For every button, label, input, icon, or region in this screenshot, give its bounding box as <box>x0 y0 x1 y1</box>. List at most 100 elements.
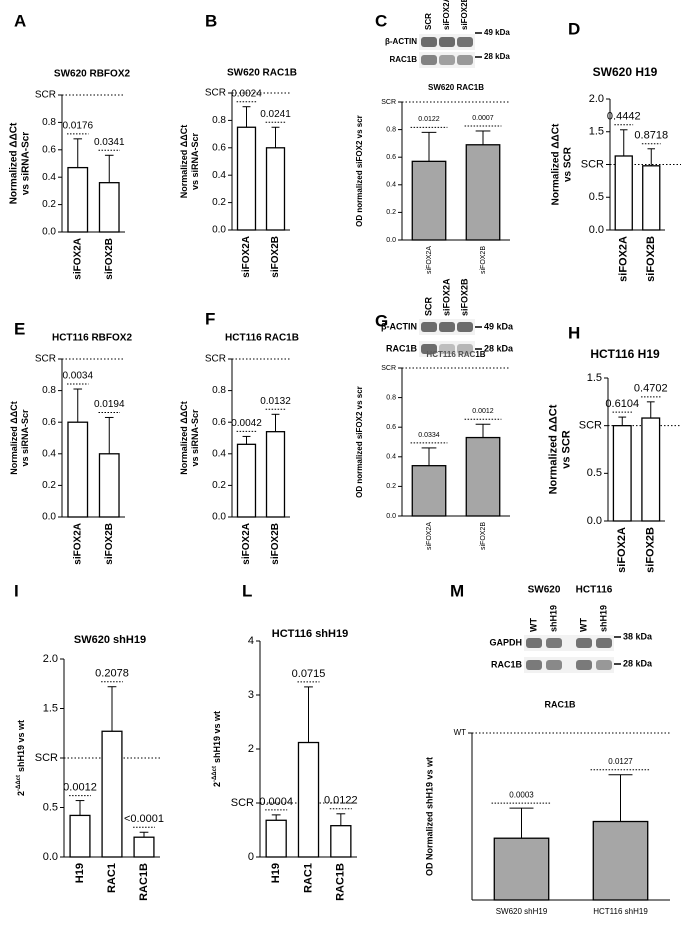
bar <box>411 160 447 241</box>
y-tick-label: 0.5 <box>43 801 58 813</box>
y-axis-label: vs siRNA-Scr <box>20 409 30 467</box>
y-tick-label: 2.0 <box>43 653 58 665</box>
y-tick-label: SCR <box>35 354 56 365</box>
y-tick-label: 0.0 <box>43 851 58 863</box>
chart-title: HCT116 RAC1B <box>225 333 299 344</box>
bar <box>265 431 286 518</box>
y-label-base: 2 <box>16 791 26 796</box>
bar <box>465 436 501 517</box>
y-label-sup: -ΔΔct <box>16 775 22 791</box>
p-value: 0.0334 <box>418 432 440 439</box>
panel-letter: B <box>205 11 217 30</box>
bar <box>493 837 550 901</box>
chart-title: SW620 RAC1B <box>227 68 297 79</box>
blot-band <box>421 37 437 47</box>
panel-letter: G <box>375 311 388 330</box>
chart-title: SW620 shH19 <box>74 634 146 646</box>
y-axis-label: Normalized ΔΔCt <box>9 401 19 474</box>
y-tick-label: 0.4 <box>212 448 226 459</box>
size-marker: 49 kDa <box>484 321 514 331</box>
blot-band <box>596 660 612 670</box>
p-value: 0.0122 <box>418 116 440 123</box>
p-value: 0.0194 <box>94 399 125 410</box>
y-tick-label: 0.5 <box>589 191 604 203</box>
chart-title: HCT116 RBFOX2 <box>52 333 132 344</box>
x-tick-label: siFOX2A <box>72 238 83 280</box>
p-value: 0.4702 <box>634 383 668 395</box>
y-axis-label: Normalized ΔΔCt <box>179 401 189 474</box>
y-tick-label: 0.0 <box>212 512 226 523</box>
blot-background <box>419 34 475 50</box>
y-axis-label: vs SCR <box>560 430 572 469</box>
panel-letter: M <box>450 581 464 600</box>
p-value: 0.0012 <box>63 781 97 793</box>
bar <box>236 126 257 231</box>
y-tick-label: 0.0 <box>212 225 226 236</box>
panel-letter: E <box>14 319 25 338</box>
size-marker: 28 kDa <box>484 52 510 61</box>
y-axis-label: vs siRNA-Scr <box>190 409 200 467</box>
blot-band <box>526 660 542 670</box>
bar <box>330 825 352 858</box>
x-tick-label: HCT116 shH19 <box>593 907 648 916</box>
y-tick-label: 0 <box>248 851 254 863</box>
blot-band <box>526 638 542 648</box>
y-tick-label: 1.5 <box>43 702 58 714</box>
p-value: 0.6104 <box>605 398 639 410</box>
y-tick-label: SCR <box>579 420 602 432</box>
y-tick-label: 0.2 <box>212 197 226 208</box>
y-tick-label: SCR <box>35 752 58 764</box>
x-tick-label: RAC1B <box>138 863 150 901</box>
y-label-base: 2 <box>212 782 222 787</box>
blot-band <box>421 55 437 65</box>
y-tick-label: SCR <box>381 365 396 372</box>
bar <box>101 730 123 858</box>
x-tick-label: siFOX2B <box>645 236 657 282</box>
blot-band <box>421 322 437 332</box>
x-tick-label: RAC1 <box>106 863 118 893</box>
blot-band <box>576 638 592 648</box>
p-value: 0.0241 <box>260 109 291 120</box>
bar <box>67 166 89 233</box>
p-value: 0.0007 <box>472 115 494 122</box>
panel-letter: D <box>568 19 580 38</box>
row-label: RAC1B <box>386 343 418 353</box>
blot-band <box>421 344 437 354</box>
y-tick-label: SCR <box>205 354 226 365</box>
x-tick-label: siFOX2A <box>241 236 252 278</box>
y-tick-label: 2 <box>248 743 254 755</box>
y-axis-label: OD normalized siFOX2 vs scr <box>355 115 364 227</box>
y-tick-label: 0.6 <box>42 417 56 428</box>
y-axis-label: 2-ΔΔct shH19 vs wt <box>16 720 27 796</box>
y-tick-label: WT <box>454 728 467 737</box>
p-value: 0.0012 <box>472 408 494 415</box>
blot-background <box>419 341 475 357</box>
x-tick-label: siFOX2A <box>72 523 83 565</box>
y-axis-label: Normalized ΔΔCt <box>551 123 562 205</box>
blot-band <box>576 660 592 670</box>
x-tick-label: siFOX2A <box>616 527 628 573</box>
x-tick-label: siFOX2B <box>270 523 281 565</box>
blot-background <box>419 52 475 68</box>
bar <box>641 417 661 522</box>
row-label: RAC1B <box>389 55 417 64</box>
blot-band <box>457 55 473 65</box>
y-axis-label: vs siRNA-Scr <box>190 132 200 190</box>
bar <box>236 443 257 518</box>
y-tick-label: SCR <box>205 88 226 99</box>
y-label-text: shH19 vs wt <box>212 711 222 763</box>
y-tick-label: 0.8 <box>212 115 226 126</box>
chart-title: HCT116 RAC1B <box>426 350 485 359</box>
p-value: 0.8718 <box>634 130 668 142</box>
p-value: 0.0715 <box>292 668 326 680</box>
y-tick-label: 0.0 <box>386 237 396 244</box>
y-tick-label: 0.2 <box>42 480 56 491</box>
y-tick-label: 0.8 <box>42 385 56 396</box>
bar <box>411 465 447 517</box>
y-axis-label: vs siRNA-Scr <box>21 132 32 195</box>
y-tick-label: SCR <box>35 90 56 101</box>
lane-label: shH19 <box>548 605 558 632</box>
x-tick-label: siFOX2A <box>426 522 433 550</box>
chart-title: SW620 RBFOX2 <box>54 69 131 80</box>
p-value: 0.0042 <box>231 418 262 429</box>
